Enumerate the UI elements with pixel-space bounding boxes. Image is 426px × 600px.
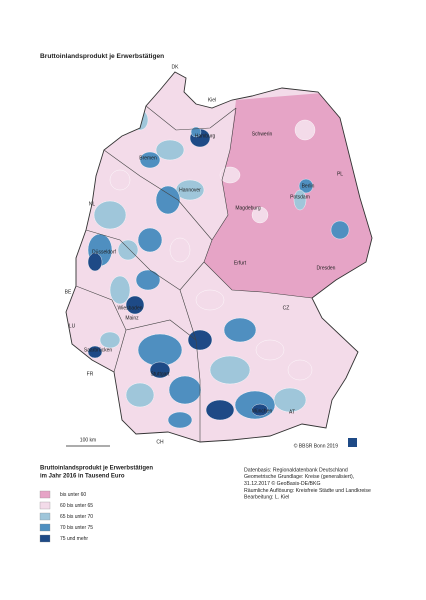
country-label: CZ [283, 305, 290, 311]
city-label: Berlin [302, 183, 315, 189]
source-line: Datenbasis: Regionaldatenbank Deutschlan… [244, 467, 348, 473]
region [294, 119, 316, 141]
source-line: Bearbeitung: L. Kiel [244, 495, 289, 501]
copyright: © BBSR Bonn 2019 [294, 442, 338, 449]
legend-swatch [39, 523, 51, 532]
source-line: 31.12.2017 © GeoBasis-DE/BKG [244, 480, 321, 487]
hessen-border [85, 229, 205, 291]
region [293, 189, 307, 211]
region [251, 206, 269, 224]
city-label: Stuttgart [151, 371, 171, 377]
region [251, 403, 269, 417]
region [125, 382, 155, 408]
city-label: München [252, 408, 273, 414]
legend-swatch [39, 534, 51, 543]
source-line: Räumliche Auflösung: Kreisfreie Städte u… [244, 488, 371, 494]
country-label: CH [156, 439, 164, 445]
north-border [145, 105, 237, 131]
region [109, 169, 131, 191]
legend-label: 70 bis unter 75 [60, 525, 93, 531]
region [255, 339, 285, 361]
legend-label: 65 bis unter 70 [60, 514, 93, 520]
country-label: AT [289, 409, 295, 415]
city-label: Schwerin [252, 131, 273, 137]
city-label: Wiesbaden [117, 305, 142, 311]
legend-swatch [39, 501, 51, 510]
region [155, 139, 185, 161]
city-label: Potsdam [290, 194, 310, 200]
region [223, 317, 257, 343]
source: Datenbasis: Regionaldatenbank Deutschlan… [244, 467, 371, 500]
map-labels: DK PL NL BE LU FR CH AT CZ Kiel Hamburg Schwerin Bre… [65, 64, 344, 445]
region [125, 295, 145, 315]
region [168, 375, 202, 405]
region [219, 166, 241, 184]
nrw-border [103, 149, 213, 241]
region [87, 345, 103, 359]
city-label: Magdeburg [235, 205, 261, 211]
region [87, 252, 103, 272]
logo [348, 438, 357, 447]
city-label: Saarbrücken [84, 347, 113, 353]
region [287, 359, 313, 381]
city-label: Dresden [317, 265, 336, 271]
region [135, 269, 161, 291]
region [139, 151, 161, 169]
country-label: NL [89, 201, 96, 207]
country-label: PL [337, 171, 343, 177]
bavaria-border [179, 289, 197, 341]
region [190, 126, 202, 138]
region [149, 361, 171, 379]
region [187, 329, 213, 351]
region [195, 289, 225, 311]
legend-label: bis unter 60 [60, 492, 86, 498]
country-label: LU [69, 323, 76, 329]
region [99, 331, 121, 349]
city-label: Hamburg [195, 133, 216, 139]
region [93, 200, 127, 230]
legend-title: im Jahr 2016 in Tausend Euro [40, 474, 125, 480]
region [117, 239, 139, 261]
region [109, 275, 131, 305]
region [137, 227, 163, 253]
region [155, 185, 181, 215]
source-line: Geometrische Grundlage: Kreise (generali… [244, 474, 354, 480]
city-label: Düsseldorf [92, 249, 117, 255]
region [205, 399, 235, 421]
region [137, 333, 183, 367]
region [273, 387, 307, 413]
legend: bis unter 60 60 bis unter 65 65 bis unter … [39, 490, 93, 543]
city-label: Erfurt [234, 260, 247, 266]
east-region [204, 90, 372, 300]
region [330, 220, 350, 240]
state-borders [75, 105, 313, 442]
legend-title: Bruttoinlandsprodukt je Erwerbstätigen [40, 466, 153, 472]
legend-label: 60 bis unter 65 [60, 503, 93, 509]
region [169, 237, 191, 263]
rlp-border [75, 285, 127, 373]
map-title: Bruttoinlandsprodukt je Erwerbstätigen [40, 53, 164, 60]
scale-label: 100 km [80, 437, 96, 443]
region [167, 411, 193, 429]
legend-swatch [39, 490, 51, 499]
city-label: Bremen [139, 155, 157, 161]
country-label: BE [65, 289, 72, 295]
country-label: DK [172, 64, 180, 70]
region [209, 355, 251, 385]
region [298, 178, 314, 194]
legend-swatch [39, 512, 51, 521]
city-label: Mainz [125, 315, 139, 321]
country-label: FR [87, 371, 94, 377]
city-label: Kiel [208, 97, 216, 103]
legend-label: 75 und mehr [60, 536, 88, 542]
city-label: Hannover [179, 187, 201, 193]
